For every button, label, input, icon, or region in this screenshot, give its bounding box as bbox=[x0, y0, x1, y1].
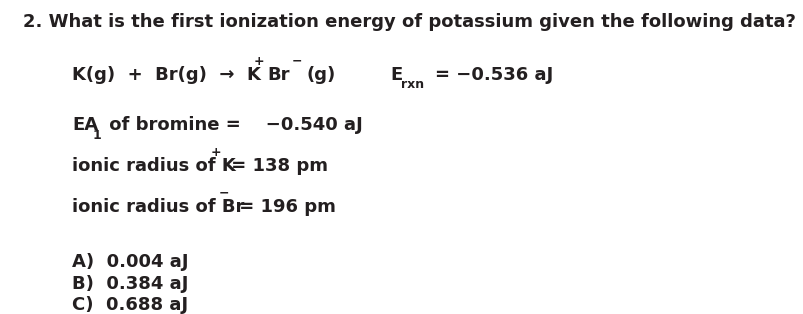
Text: = 138 pm: = 138 pm bbox=[225, 157, 328, 175]
Text: rxn: rxn bbox=[401, 78, 424, 91]
Text: ionic radius of K: ionic radius of K bbox=[72, 157, 236, 175]
Text: 1: 1 bbox=[92, 129, 101, 142]
Text: EA: EA bbox=[72, 116, 98, 134]
Text: Br: Br bbox=[267, 66, 290, 84]
Text: −: − bbox=[291, 55, 302, 68]
Text: = 196 pm: = 196 pm bbox=[233, 198, 336, 216]
Text: ionic radius of Br: ionic radius of Br bbox=[72, 198, 244, 216]
Text: +: + bbox=[253, 55, 263, 68]
Text: B)  0.384 aJ: B) 0.384 aJ bbox=[72, 275, 189, 293]
Text: 2. What is the first ionization energy of potassium given the following data?: 2. What is the first ionization energy o… bbox=[22, 13, 794, 30]
Text: = −0.536 aJ: = −0.536 aJ bbox=[434, 66, 552, 84]
Text: of bromine =    −0.540 aJ: of bromine = −0.540 aJ bbox=[103, 116, 362, 134]
Text: A)  0.004 aJ: A) 0.004 aJ bbox=[72, 253, 189, 271]
Text: +: + bbox=[210, 146, 221, 159]
Text: −: − bbox=[218, 187, 229, 200]
Text: (g): (g) bbox=[306, 66, 335, 84]
Text: C)  0.688 aJ: C) 0.688 aJ bbox=[72, 296, 188, 314]
Text: K(g)  +  Br(g)  →  K: K(g) + Br(g) → K bbox=[72, 66, 261, 84]
Text: E: E bbox=[389, 66, 402, 84]
